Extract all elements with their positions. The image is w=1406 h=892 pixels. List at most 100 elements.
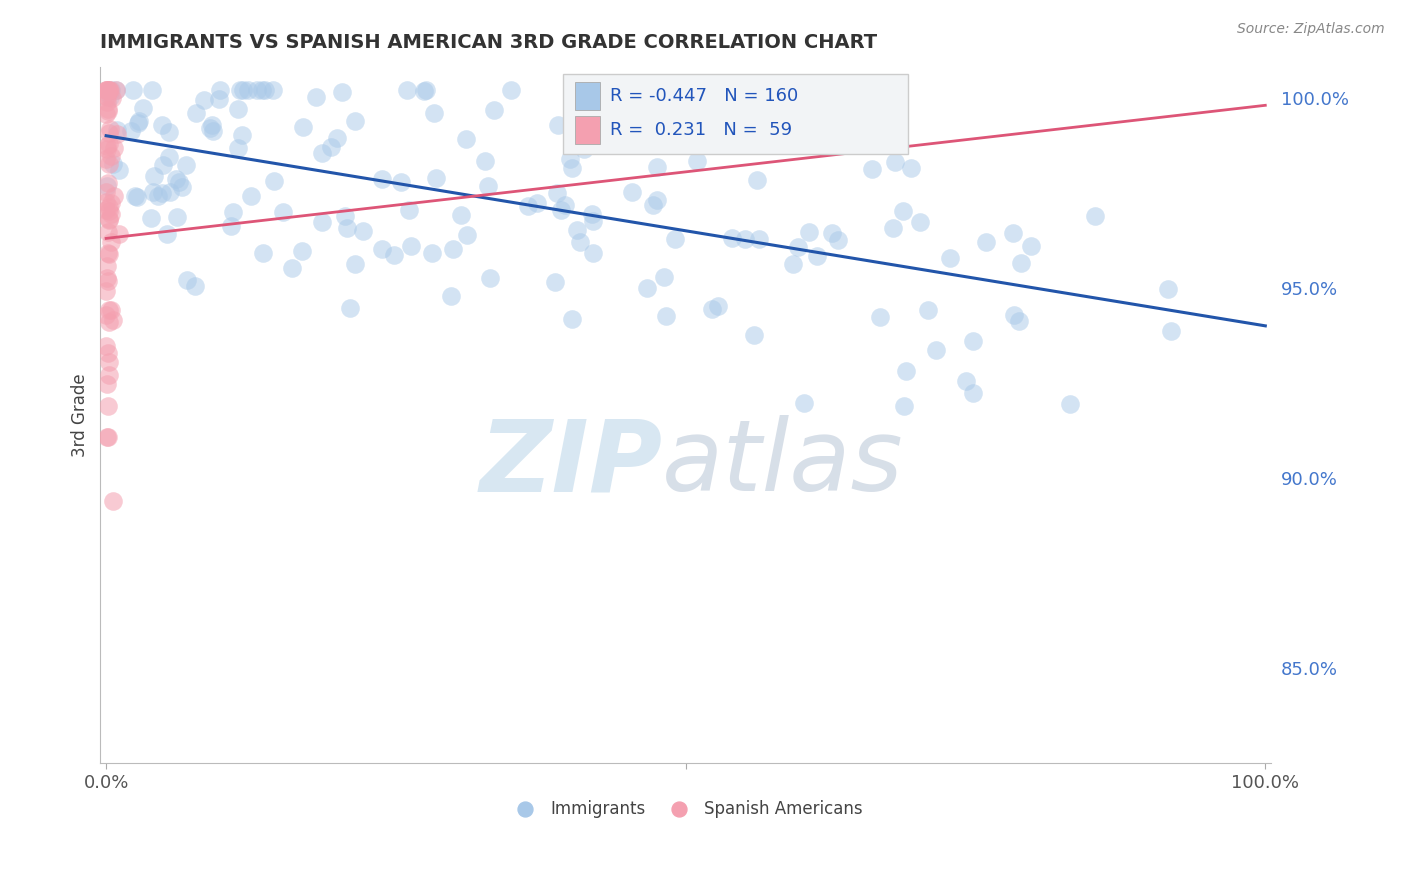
Point [581, 206, 603, 220]
Point [101, 91, 124, 105]
Point [745, 173, 768, 187]
Point [292, 120, 315, 134]
Y-axis label: 3rd Grade: 3rd Grade [72, 374, 89, 457]
Point [100, 90, 122, 104]
Point [554, 198, 576, 212]
Bar [575, 82, 600, 110]
Point [104, 83, 127, 97]
Point [97, 368, 120, 383]
Point [100, 83, 122, 97]
Point [621, 185, 644, 199]
Point [645, 193, 668, 207]
Point [96, 89, 118, 103]
Point [150, 118, 173, 132]
Point [797, 225, 820, 239]
Point [98, 303, 121, 318]
Point [97, 430, 120, 444]
Point [1002, 308, 1025, 322]
Point [101, 313, 124, 327]
Point [544, 275, 567, 289]
Point [477, 178, 499, 193]
Point [319, 140, 342, 154]
Point [479, 271, 502, 285]
Point [103, 189, 125, 203]
Point [325, 131, 347, 145]
Point [636, 281, 658, 295]
Point [96, 339, 118, 353]
Point [806, 249, 828, 263]
Point [157, 150, 180, 164]
Point [262, 83, 284, 97]
Point [645, 160, 668, 174]
Point [371, 243, 394, 257]
Point [893, 399, 915, 413]
Point [517, 199, 540, 213]
Point [721, 231, 744, 245]
Point [98, 200, 121, 214]
Point [128, 113, 150, 128]
Point [440, 288, 463, 302]
Point [98, 126, 121, 140]
Point [166, 210, 188, 224]
Point [176, 273, 198, 287]
Point [894, 364, 917, 378]
Point [253, 83, 276, 97]
Point [172, 180, 194, 194]
Point [96, 152, 118, 166]
Point [395, 83, 418, 97]
Point [425, 170, 447, 185]
Point [398, 202, 420, 217]
Point [501, 83, 523, 97]
Point [281, 260, 304, 275]
Point [231, 128, 253, 143]
Point [97, 203, 120, 218]
Point [686, 154, 709, 169]
Point [252, 245, 274, 260]
Point [105, 127, 128, 141]
Point [96, 376, 118, 391]
Point [96, 203, 118, 218]
Point [97, 315, 120, 329]
Point [98, 355, 121, 369]
Point [94, 107, 117, 121]
Point [208, 83, 231, 97]
Point [101, 494, 124, 508]
Point [96, 83, 118, 97]
Point [311, 215, 333, 229]
Point [860, 162, 883, 177]
Point [389, 175, 412, 189]
Point [198, 120, 221, 135]
Point [883, 155, 905, 169]
Point [917, 302, 939, 317]
Point [291, 244, 314, 259]
Point [955, 374, 977, 388]
Point [156, 227, 179, 241]
Point [100, 196, 122, 211]
Point [96, 308, 118, 322]
Point [546, 186, 568, 200]
Point [108, 162, 131, 177]
Point [550, 202, 572, 217]
Point [96, 83, 118, 97]
Point [827, 233, 849, 247]
Bar [575, 116, 600, 144]
Point [159, 126, 181, 140]
Point [98, 83, 121, 97]
Point [98, 83, 121, 97]
Point [108, 227, 131, 241]
Point [98, 157, 121, 171]
Text: atlas: atlas [662, 416, 904, 512]
Point [97, 345, 120, 359]
Point [100, 302, 122, 317]
Point [184, 105, 207, 120]
FancyBboxPatch shape [562, 74, 908, 154]
Point [124, 189, 146, 203]
Point [97, 176, 120, 190]
Point [232, 83, 254, 97]
Point [271, 205, 294, 219]
Point [96, 270, 118, 285]
Point [474, 154, 496, 169]
Point [184, 279, 207, 293]
Text: Source: ZipAtlas.com: Source: ZipAtlas.com [1237, 22, 1385, 37]
Point [94, 186, 117, 200]
